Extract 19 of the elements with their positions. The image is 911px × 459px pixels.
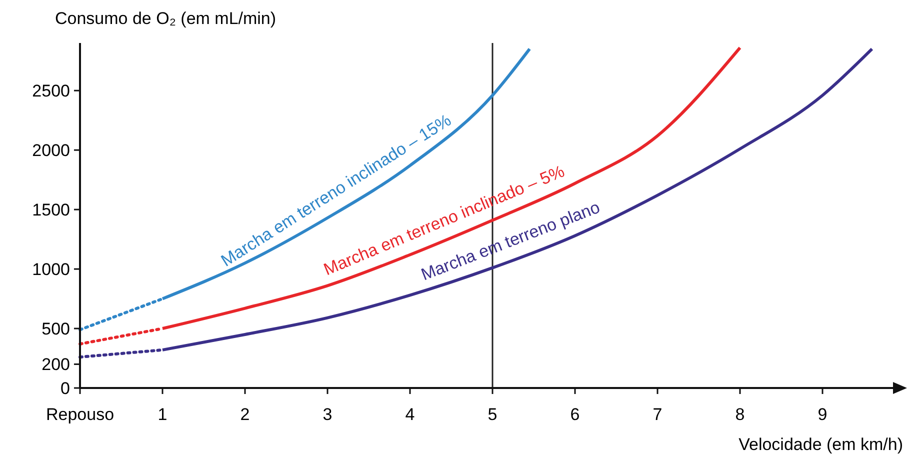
x-tick-label: 6 (570, 405, 580, 424)
y-tick-label: 2500 (32, 82, 70, 101)
x-tick-label: 2 (240, 405, 250, 424)
x-tick-label: 9 (818, 405, 828, 424)
x-tick-label: 7 (652, 405, 662, 424)
y-tick-label: 2000 (32, 141, 70, 160)
x-tick-label: 8 (735, 405, 745, 424)
x-tick-label: 4 (405, 405, 415, 424)
y-tick-label: 1500 (32, 200, 70, 220)
x-tick-label: 5 (488, 405, 498, 424)
y-tick-label: 0 (60, 378, 70, 398)
y-tick-label: 500 (42, 319, 70, 338)
x-tick-label: 3 (322, 405, 332, 424)
y-tick-label: 1000 (32, 260, 70, 279)
y-tick-label: 200 (42, 355, 70, 374)
y-axis-title: Consumo de O₂ (em mL/min) (55, 9, 276, 28)
x-tick-label: 1 (158, 405, 168, 424)
x-tick-label: Repouso (46, 405, 114, 424)
x-axis-title: Velocidade (em km/h) (738, 435, 903, 454)
